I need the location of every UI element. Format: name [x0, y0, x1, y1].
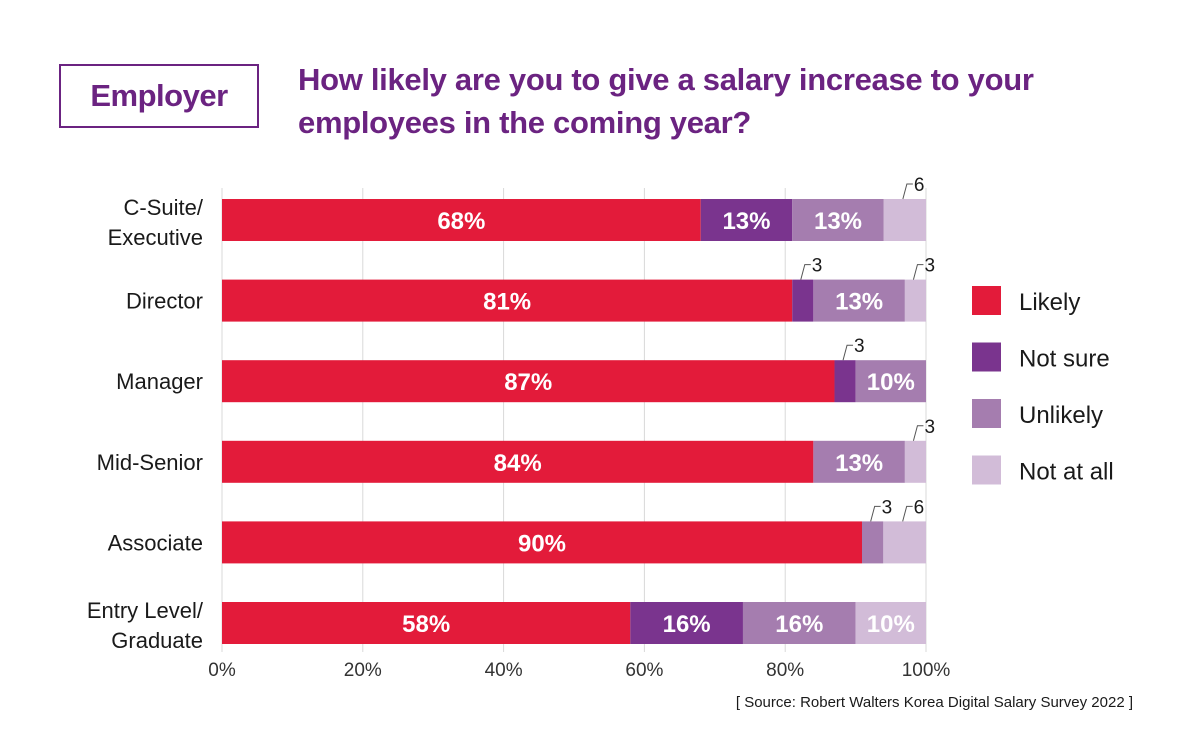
category-label: Director — [126, 289, 203, 314]
legend-swatch-not-at-all — [972, 455, 1001, 485]
bar-segment-not-sure — [630, 602, 743, 644]
small-value-label: 3 — [924, 256, 935, 277]
bars: 68% 13% 13%681% 13%3 387% 10%384% 13%390%3 658%… — [222, 175, 935, 644]
x-tick-label: 0% — [208, 660, 236, 681]
x-tick-label: 40% — [485, 660, 523, 681]
legend: Likely Not sure Unlikely Not at all — [972, 286, 1114, 486]
category-label-line: Graduate — [111, 628, 203, 653]
leader-line — [870, 505, 881, 522]
category-label: Associate — [108, 530, 203, 555]
bar-segment-unlikely — [813, 279, 905, 322]
bar-segment-likely — [222, 521, 862, 564]
leader-line — [912, 425, 924, 441]
small-value-label: 6 — [914, 497, 925, 518]
segment-value-label: 16% — [775, 611, 823, 638]
small-value-label: 3 — [854, 336, 865, 357]
bar-segment-unlikely — [792, 199, 884, 241]
x-tick-label: 60% — [625, 660, 663, 681]
chart-title: How likely are you to give a salary incr… — [298, 58, 1178, 144]
bar-segment-not-sure — [700, 199, 793, 241]
x-tick-label: 20% — [344, 660, 382, 681]
bar-segment-not-sure — [792, 279, 814, 322]
legend-label: Unlikely — [1019, 402, 1103, 429]
bar-segment-not-at-all — [904, 440, 926, 483]
bar-segment-not-at-all — [904, 279, 926, 322]
bar-segment-likely — [222, 440, 814, 483]
bar-segment-unlikely — [862, 521, 884, 564]
segment-value-label: 84% — [494, 450, 542, 477]
small-value-label: 3 — [812, 256, 823, 277]
segment-value-label: 10% — [867, 369, 915, 396]
bar-segment-not-sure — [834, 360, 856, 403]
bar-segment-likely — [222, 279, 793, 322]
segment-value-label: 16% — [663, 611, 711, 638]
title-line-1: How likely are you to give a salary incr… — [298, 62, 1034, 97]
category-label: Mid-Senior — [97, 450, 203, 475]
segment-value-label: 13% — [835, 450, 883, 477]
bar-segment-unlikely — [742, 602, 856, 644]
category-label-line: C-Suite/ — [124, 195, 204, 220]
segment-value-label: 13% — [814, 208, 862, 235]
leader-line — [902, 183, 913, 200]
bar-segment-likely — [222, 360, 835, 403]
legend-label: Not sure — [1019, 346, 1110, 373]
bar-segment-unlikely — [813, 440, 905, 483]
leader-line — [800, 264, 811, 280]
segment-value-label: 68% — [437, 208, 485, 235]
bar-segment-not-at-all — [855, 602, 926, 644]
bar-segment-likely — [222, 602, 631, 644]
title-line-2: employees in the coming year? — [298, 105, 752, 140]
gridlines — [221, 188, 927, 652]
segment-value-label: 81% — [483, 289, 531, 316]
x-tick-label: 100% — [902, 660, 951, 681]
legend-label: Likely — [1019, 289, 1080, 316]
leader-line — [902, 505, 913, 522]
small-value-label: 3 — [924, 417, 935, 438]
legend-swatch-unlikely — [972, 399, 1001, 428]
category-labels: C-Suite/Executive Director Manager Mid-Seni… — [87, 195, 204, 653]
bar-segment-likely — [222, 199, 701, 241]
category-label: C-Suite/Executive — [108, 195, 204, 250]
employer-badge: Employer — [59, 64, 259, 128]
segment-value-label: 90% — [518, 530, 566, 557]
category-label-line: Entry Level/ — [87, 598, 204, 623]
legend-label: Not at all — [1019, 459, 1114, 486]
bar-segment-not-at-all — [883, 521, 926, 564]
segment-value-label: 10% — [867, 611, 915, 638]
small-value-label: 6 — [914, 175, 925, 196]
small-value-label: 3 — [882, 497, 893, 518]
bar-segment-not-at-all — [883, 199, 926, 241]
leader-line — [842, 344, 854, 361]
segment-value-label: 13% — [835, 289, 883, 316]
category-label: Manager — [116, 369, 203, 394]
leader-line — [912, 264, 924, 280]
legend-swatch-likely — [972, 286, 1001, 315]
segment-value-label: 13% — [722, 208, 770, 235]
category-label: Entry Level/Graduate — [87, 598, 204, 653]
x-axis-ticks: 0% 20% 40% 60% 80% 100% — [208, 660, 950, 681]
segment-value-label: 87% — [504, 369, 552, 396]
segment-value-label: 58% — [402, 611, 450, 638]
category-label-line: Executive — [108, 225, 203, 250]
x-tick-label: 80% — [766, 660, 804, 681]
source-note: [ Source: Robert Walters Korea Digital S… — [735, 694, 1133, 711]
legend-swatch-not-sure — [972, 342, 1001, 372]
bar-segment-unlikely — [855, 360, 926, 403]
